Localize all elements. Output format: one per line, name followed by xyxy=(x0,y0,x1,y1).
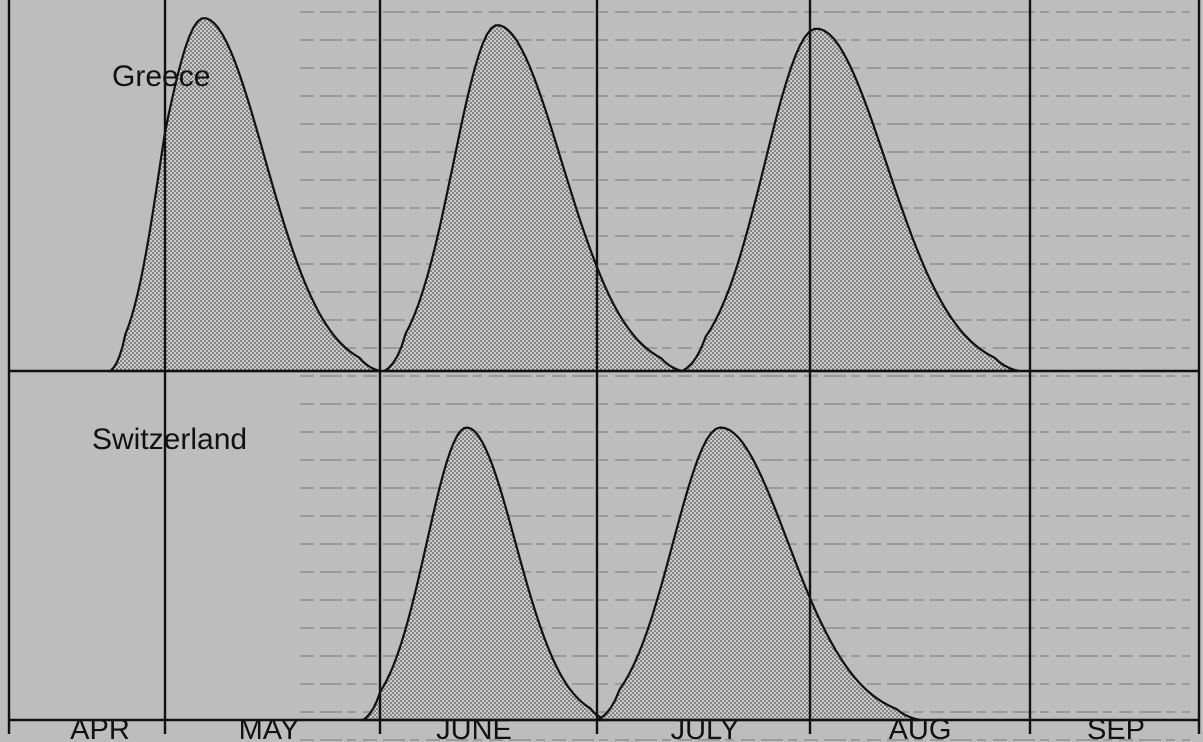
activity-peak-greece-3 xyxy=(678,27,1020,373)
month-label-july: JULY xyxy=(671,714,740,742)
country-label-greece: Greece xyxy=(112,60,210,93)
activity-peak-greece-2 xyxy=(380,24,683,373)
activity-peak-switzerland-2 xyxy=(596,426,921,722)
activity-peak-greece-1 xyxy=(107,17,381,373)
month-label-june: JUNE xyxy=(436,714,512,742)
month-label-may: MAY xyxy=(239,714,300,742)
country-label-switzerland: Switzerland xyxy=(92,423,247,456)
activity-curves xyxy=(107,17,1020,722)
month-label-aug: AUG xyxy=(889,714,952,742)
chart-frame xyxy=(7,0,1201,734)
month-gridlines xyxy=(7,0,1201,734)
month-label-sep: SEP xyxy=(1087,714,1145,742)
month-axis-labels: APR MAY JUNE JULY AUG SEP xyxy=(70,714,1145,742)
month-label-apr: APR xyxy=(70,714,130,742)
activity-peak-switzerland-1 xyxy=(359,426,608,722)
